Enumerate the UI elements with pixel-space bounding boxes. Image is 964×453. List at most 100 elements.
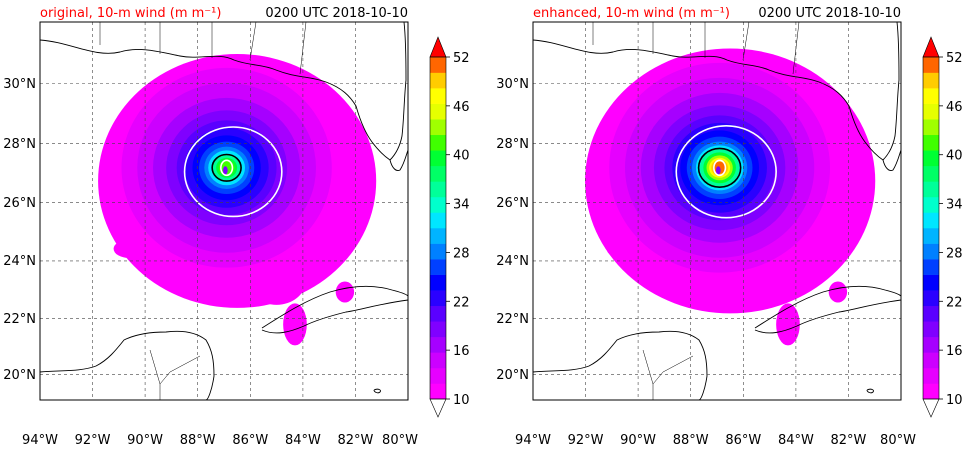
colorbar-segment bbox=[923, 274, 939, 291]
colorbar-segment bbox=[430, 321, 446, 338]
colorbar-segment bbox=[430, 212, 446, 229]
colorbar-segment bbox=[923, 88, 939, 104]
colorbar-segment bbox=[923, 72, 939, 89]
panel-enhanced: enhanced, 10-m wind (m m⁻¹) 0200 UTC 201… bbox=[496, 6, 962, 448]
colorbar: 10 16 22 28 34 40 46 52 bbox=[922, 36, 963, 418]
colorbar-segment bbox=[430, 290, 446, 307]
colorbar-segment bbox=[430, 181, 446, 198]
colorbar-segment bbox=[923, 134, 939, 151]
wind-patch bbox=[335, 281, 355, 303]
map-frame bbox=[532, 21, 902, 401]
colorbar-segment bbox=[923, 243, 939, 260]
colorbar-segment bbox=[430, 367, 446, 384]
colorbar-tick-label: 46 bbox=[453, 100, 470, 115]
colorbar-segment bbox=[430, 336, 446, 353]
lon-tick-label: 86°W bbox=[725, 433, 761, 448]
colorbar-segment bbox=[923, 150, 939, 167]
colorbar-segment bbox=[430, 305, 446, 322]
panel-original: original, 10-m wind (m m⁻¹) 0200 UTC 201… bbox=[3, 6, 469, 448]
lon-tick-label: 84°W bbox=[778, 433, 814, 448]
colorbar-segment bbox=[923, 383, 939, 400]
lat-tick-label: 24°N bbox=[496, 254, 529, 269]
lon-tick-label: 90°W bbox=[620, 433, 656, 448]
colorbar: 10 16 22 28 34 40 46 52 bbox=[429, 36, 470, 418]
colorbar-segment bbox=[923, 228, 939, 244]
colorbar-segment bbox=[430, 196, 446, 213]
lat-tick-label: 28°N bbox=[3, 137, 36, 152]
colorbar-segment bbox=[923, 321, 939, 338]
lat-tick-label: 30°N bbox=[496, 77, 529, 92]
lat-tick-labels: 20°N 22°N 24°N 26°N 28°N 30°N bbox=[3, 77, 36, 383]
colorbar-segment bbox=[923, 196, 939, 213]
colorbar-segment bbox=[430, 72, 446, 89]
lon-tick-label: 88°W bbox=[673, 433, 709, 448]
colorbar-tick-label: 46 bbox=[946, 100, 963, 115]
lon-tick-label: 94°W bbox=[515, 433, 551, 448]
lon-tick-label: 94°W bbox=[22, 433, 58, 448]
colorbar-extend-min bbox=[922, 398, 940, 418]
lat-tick-label: 20°N bbox=[496, 368, 529, 383]
colorbar-segment bbox=[430, 88, 446, 104]
colorbar-segment bbox=[430, 259, 446, 275]
panel-title-left: original, 10-m wind (m m⁻¹) bbox=[40, 6, 221, 21]
colorbar-segment bbox=[923, 57, 939, 73]
colorbar-tick-label: 28 bbox=[453, 246, 470, 261]
lat-tick-label: 24°N bbox=[3, 254, 36, 269]
contour-inner bbox=[697, 147, 742, 188]
contour-outer bbox=[675, 124, 777, 219]
gridlines bbox=[40, 22, 408, 400]
colorbar-frame bbox=[922, 56, 940, 400]
lon-tick-label: 92°W bbox=[75, 433, 111, 448]
colorbar-extend-max bbox=[922, 36, 940, 58]
lat-tick-label: 26°N bbox=[496, 196, 529, 211]
colorbar-segment bbox=[430, 228, 446, 244]
colorbar-segment bbox=[923, 367, 939, 384]
wind-field bbox=[98, 53, 377, 346]
lon-tick-label: 86°W bbox=[232, 433, 268, 448]
colorbar-segment bbox=[923, 336, 939, 353]
lat-tick-label: 26°N bbox=[3, 196, 36, 211]
colorbar-tick-label: 16 bbox=[453, 344, 470, 359]
lat-tick-labels: 20°N 22°N 24°N 26°N 28°N 30°N bbox=[496, 77, 529, 383]
lat-tick-label: 30°N bbox=[3, 77, 36, 92]
lon-tick-label: 92°W bbox=[568, 433, 604, 448]
colorbar-segment bbox=[430, 134, 446, 151]
map-frame bbox=[39, 21, 409, 401]
colorbar-segment bbox=[923, 181, 939, 198]
wind-patch bbox=[283, 303, 307, 346]
colorbar-segment bbox=[430, 165, 446, 182]
colorbar-segment bbox=[923, 212, 939, 229]
wind-patch bbox=[828, 281, 848, 303]
lon-tick-label: 88°W bbox=[180, 433, 216, 448]
colorbar-segment bbox=[923, 119, 939, 136]
wind-field bbox=[585, 48, 876, 346]
colorbar-segment bbox=[923, 165, 939, 182]
lat-tick-label: 20°N bbox=[3, 368, 36, 383]
colorbar-segment bbox=[923, 103, 939, 120]
colorbar-segment bbox=[923, 259, 939, 275]
contour-outer bbox=[183, 126, 283, 218]
colorbar-segment bbox=[923, 305, 939, 322]
colorbar-segment bbox=[430, 119, 446, 136]
colorbar-segment bbox=[923, 352, 939, 369]
colorbar-segment bbox=[923, 290, 939, 307]
colorbar-tick-label: 40 bbox=[453, 149, 470, 164]
lon-tick-labels: 94°W 92°W 90°W 88°W 86°W 84°W 82°W 80°W bbox=[515, 433, 916, 448]
contour-eye bbox=[220, 159, 234, 177]
colorbar-segment bbox=[430, 352, 446, 369]
gridlines bbox=[533, 22, 901, 400]
lon-tick-label: 84°W bbox=[285, 433, 321, 448]
coastline bbox=[40, 22, 408, 400]
contour-inner bbox=[211, 153, 242, 182]
panel-title-left: enhanced, 10-m wind (m m⁻¹) bbox=[533, 6, 730, 21]
colorbar-tick-label: 22 bbox=[453, 295, 470, 310]
lon-tick-labels: 94°W 92°W 90°W 88°W 86°W 84°W 82°W 80°W bbox=[22, 433, 418, 448]
wind-contours bbox=[675, 124, 777, 219]
colorbar-frame bbox=[429, 56, 447, 400]
colorbar-extend-min bbox=[429, 398, 447, 418]
colorbar-segment bbox=[430, 383, 446, 400]
lon-tick-label: 82°W bbox=[337, 433, 373, 448]
colorbar-segment bbox=[430, 103, 446, 120]
lat-tick-label: 22°N bbox=[3, 312, 36, 327]
